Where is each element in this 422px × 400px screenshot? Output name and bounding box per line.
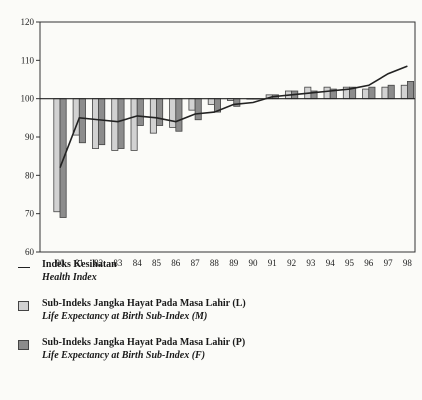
bar-male (169, 98, 177, 128)
legend-label: Sub-Indeks Jangka Hayat Pada Masa Lahir … (42, 298, 246, 309)
legend-label: Sub-Indeks Jangka Hayat Pada Masa Lahir … (42, 337, 246, 348)
y-tick-label: 80 (25, 170, 35, 180)
y-tick-label: 110 (21, 55, 35, 65)
legend-swatch-dark (18, 340, 29, 350)
x-tick-label: 96 (364, 258, 374, 268)
x-tick-label: 80 (56, 258, 66, 268)
x-tick-label: 95 (345, 258, 355, 268)
legend-swatch-light (18, 301, 29, 311)
bar-female (98, 98, 106, 146)
x-tick-label: 88 (210, 258, 220, 268)
bar-female (194, 98, 202, 121)
bar-male (362, 88, 370, 100)
x-tick-label: 98 (403, 258, 413, 268)
bar-male (207, 98, 215, 105)
x-tick-label: 92 (287, 258, 296, 268)
bar-female (156, 98, 164, 126)
x-tick-label: 86 (171, 258, 181, 268)
bar-male (149, 98, 157, 134)
x-tick-label: 83 (113, 258, 123, 268)
bar-female (175, 98, 183, 132)
bar-female (136, 98, 144, 126)
x-tick-label: 91 (268, 258, 277, 268)
bar-female (387, 84, 395, 100)
x-tick-label: 89 (229, 258, 239, 268)
bar-male (188, 98, 196, 111)
y-tick-label: 90 (25, 132, 35, 142)
legend-label-en: Life Expectancy at Birth Sub-Index (F) (42, 350, 206, 361)
x-tick-label: 82 (94, 258, 103, 268)
bar-female (117, 98, 125, 149)
legend-label: Indeks Kesihatan (42, 259, 117, 270)
bar-female (233, 98, 241, 107)
x-tick-label: 84 (133, 258, 143, 268)
bar-male (381, 86, 389, 100)
x-tick-label: 87 (191, 258, 201, 268)
chart: 60 70 80 90 100 110 120 80 81 82 83 84 85 86 87 88 89 90 9… (21, 17, 416, 268)
y-tick-label: 60 (25, 247, 35, 257)
bar-male (400, 84, 408, 100)
x-tick-label: 94 (326, 258, 336, 268)
y-tick-label: 120 (21, 17, 35, 27)
bar-male (130, 98, 138, 151)
legend-swatch-line (18, 267, 30, 268)
y-tick-label: 100 (21, 94, 35, 104)
x-tick-label: 85 (152, 258, 162, 268)
bar-female (406, 81, 414, 100)
x-tick-label: 93 (306, 258, 316, 268)
bar-male (323, 86, 331, 100)
x-tick-label: 90 (249, 258, 259, 268)
bar-male (92, 98, 100, 149)
y-tick-label: 70 (25, 209, 35, 219)
bar-female (368, 86, 376, 100)
legend-label-en: Life Expectancy at Birth Sub-Index (M) (42, 311, 208, 322)
bar-male (111, 98, 119, 151)
bar-female (78, 98, 86, 144)
legend-label-en: Health Index (42, 272, 97, 283)
x-tick-label: 97 (384, 258, 394, 268)
x-tick-label: 81 (75, 258, 84, 268)
health-index-line (59, 65, 408, 168)
bar-male (53, 98, 61, 213)
